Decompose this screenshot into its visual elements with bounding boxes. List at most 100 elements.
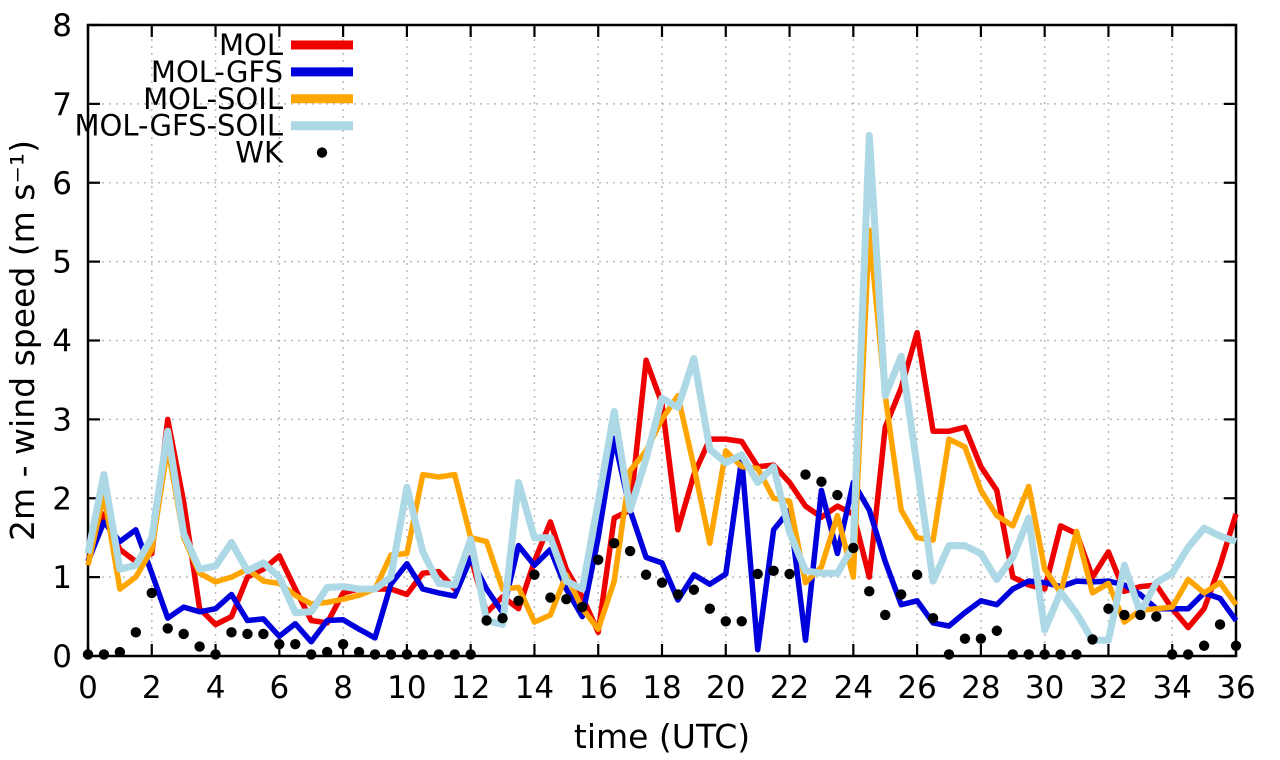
- x-tick-label: 2: [142, 670, 162, 706]
- series-line-mol-gfs-soil: [84, 131, 1238, 644]
- series-point-wk: [210, 649, 221, 660]
- series-point-wk: [497, 612, 508, 624]
- series-point-wk: [880, 609, 891, 621]
- series-point-wk: [290, 638, 301, 650]
- series-point-wk: [832, 489, 843, 501]
- series-point-wk: [927, 612, 939, 624]
- x-tick-label: 34: [1152, 670, 1191, 706]
- series-point-wk: [752, 568, 763, 580]
- x-tick-label: 28: [961, 670, 1000, 706]
- series-point-wk: [1119, 609, 1130, 621]
- series-point-wk: [561, 594, 572, 605]
- x-tick-label: 36: [1216, 670, 1255, 706]
- series-point-wk: [1023, 649, 1034, 660]
- series-point-wk: [1198, 640, 1210, 651]
- series-point-wk: [975, 633, 987, 644]
- series-point-wk: [656, 577, 668, 588]
- x-tick-label: 12: [451, 670, 490, 706]
- legend-label-mol-soil: MOL-SOIL: [143, 82, 283, 116]
- series-point-wk: [593, 554, 604, 565]
- series-point-wk: [146, 587, 157, 599]
- series-point-wk: [1151, 611, 1162, 622]
- series-point-wk: [768, 565, 779, 577]
- x-tick-label: 14: [515, 670, 554, 706]
- x-tick-label: 20: [706, 670, 745, 706]
- series-point-wk: [98, 649, 110, 660]
- series-point-wk: [959, 633, 971, 644]
- series-point-wk: [1071, 649, 1082, 660]
- series-point-wk: [274, 638, 285, 650]
- series-point-wk: [736, 616, 747, 627]
- series-point-wk: [1007, 649, 1018, 660]
- series-point-wk: [513, 595, 524, 606]
- series-point-wk: [130, 627, 142, 638]
- series-point-wk: [895, 589, 907, 600]
- series-point-wk: [353, 646, 365, 658]
- y-tick-label: 4: [52, 324, 72, 360]
- series-point-wk: [194, 641, 205, 652]
- series-point-wk: [911, 569, 923, 580]
- y-tick-label: 5: [52, 245, 72, 281]
- series-point-wk: [337, 638, 349, 650]
- x-tick-label: 0: [78, 670, 98, 706]
- x-tick-label: 10: [387, 670, 426, 706]
- legend-marker-wk: [316, 147, 328, 158]
- series-point-wk: [114, 646, 126, 658]
- series-point-wk: [258, 628, 269, 640]
- series-point-wk: [226, 627, 237, 638]
- x-tick-label: 26: [897, 670, 936, 706]
- series-point-wk: [417, 649, 429, 660]
- series-point-wk: [1230, 640, 1242, 651]
- series-point-wk: [1055, 649, 1066, 660]
- series-point-wk: [624, 545, 636, 557]
- legend-label-wk: WK: [235, 136, 284, 170]
- x-tick-label: 30: [1025, 670, 1064, 706]
- y-tick-label: 3: [52, 402, 72, 438]
- series-point-wk: [720, 616, 731, 627]
- x-tick-label: 4: [206, 670, 226, 706]
- series-point-wk: [608, 538, 620, 549]
- series-point-wk: [704, 603, 716, 614]
- x-tick-label: 16: [578, 670, 617, 706]
- series-point-wk: [800, 469, 811, 480]
- legend-label-mol-gfs-soil: MOL-GFS-SOIL: [75, 109, 283, 143]
- x-tick-label: 6: [269, 670, 289, 706]
- series-point-wk: [784, 568, 795, 580]
- series-point-wk: [943, 649, 955, 660]
- series-point-wk: [433, 649, 444, 660]
- series-point-wk: [465, 649, 476, 660]
- y-tick-label: 2: [52, 481, 72, 517]
- series-point-wk: [816, 476, 827, 487]
- series-point-wk: [1103, 603, 1114, 614]
- series-point-wk: [1214, 619, 1226, 630]
- series-point-wk: [1135, 609, 1146, 621]
- x-tick-label: 18: [642, 670, 681, 706]
- y-tick-label: 1: [52, 560, 72, 596]
- series-line-mol-gfs: [85, 435, 1239, 653]
- series-point-wk: [848, 542, 859, 554]
- series-point-wk: [306, 649, 317, 660]
- y-tick-label: 0: [52, 639, 72, 675]
- series-point-wk: [529, 569, 540, 580]
- series-point-wk: [1182, 649, 1194, 660]
- x-tick-label: 8: [333, 670, 353, 706]
- series-point-wk: [449, 649, 460, 660]
- series-point-wk: [178, 628, 189, 640]
- series-point-wk: [864, 586, 875, 597]
- x-axis-label: time (UTC): [574, 717, 750, 756]
- y-axis-label: 2m - wind speed (m s⁻¹): [3, 140, 42, 541]
- series-point-wk: [672, 589, 684, 600]
- x-tick-label: 32: [1089, 670, 1128, 706]
- y-tick-label: 8: [52, 8, 72, 44]
- series-point-wk: [162, 623, 173, 634]
- series-point-wk: [1087, 634, 1098, 645]
- series-point-wk: [401, 649, 413, 660]
- series-point-wk: [369, 649, 381, 660]
- legend-label-mol-gfs: MOL-GFS: [151, 55, 283, 89]
- series-point-wk: [688, 584, 700, 595]
- legend-label-mol: MOL: [219, 28, 283, 62]
- x-tick-label: 24: [834, 670, 873, 706]
- series-point-wk: [991, 625, 1003, 636]
